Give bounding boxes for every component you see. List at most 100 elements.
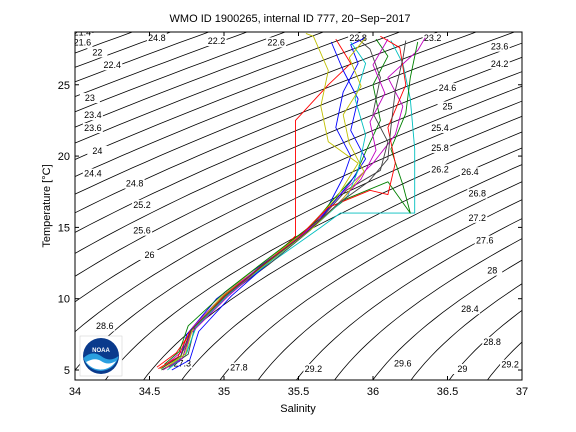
contour-label: 23.6 — [491, 42, 509, 52]
contour-label-bg — [422, 33, 443, 44]
contour-label-bg — [467, 188, 488, 199]
density-contour-24.6 — [75, 32, 287, 113]
noaa-logo-text: NOAA — [92, 348, 110, 354]
contour-label-bg — [489, 41, 510, 52]
contour-label: 27.3 — [174, 358, 192, 368]
contour-label: 24 — [92, 146, 102, 156]
contour-label-bg — [228, 362, 249, 373]
contour-label: 22.8 — [349, 33, 367, 43]
contour-label: 28 — [487, 266, 497, 276]
x-axis: 34 34.5 35 35.5 36 36.5 37 — [69, 32, 528, 398]
x-tick-label: 36.5 — [437, 386, 458, 398]
contour-label: 23.6 — [84, 123, 102, 133]
contour-label: 22.6 — [267, 37, 285, 47]
profile-line-5 — [164, 37, 426, 367]
contour-label-bg — [392, 358, 413, 369]
contour-label: 28.8 — [483, 337, 501, 347]
density-contour-27 — [75, 115, 522, 371]
contour-label-bg — [348, 33, 369, 44]
density-contours — [75, 32, 522, 380]
y-axis-label: Temperature [°C] — [41, 164, 53, 247]
contour-label-bg — [82, 122, 103, 133]
density-contour-25.8 — [75, 32, 516, 214]
density-contour-26.4 — [75, 71, 522, 277]
contour-label-bg — [82, 168, 103, 179]
contour-label: 29.6 — [394, 358, 412, 368]
noaa-logo: NOAA — [79, 335, 123, 377]
contour-label: 29.2 — [501, 360, 519, 370]
contour-label-bg — [75, 32, 93, 38]
x-tick-label: 34 — [69, 386, 81, 398]
contour-label: 24.2 — [491, 59, 509, 69]
noaa-logo-wave-2 — [86, 359, 116, 370]
contour-label-bg — [79, 93, 100, 104]
density-contour-29 — [448, 309, 522, 380]
density-contour-28.2 — [295, 218, 522, 380]
contour-label-bg — [206, 35, 227, 46]
density-contour-24.8 — [75, 32, 325, 128]
density-contour-25.2 — [75, 32, 401, 160]
density-contour-27.2 — [104, 131, 522, 380]
density-contour-26.2 — [75, 56, 522, 254]
contour-label: 25 — [442, 102, 452, 112]
density-contour-25 — [75, 32, 363, 144]
contour-label-bg — [430, 164, 451, 175]
contour-label-bg — [467, 212, 488, 223]
contour-label-bg — [87, 47, 108, 58]
contour-label-bg — [482, 336, 503, 347]
contour-label-bg — [482, 265, 503, 276]
contour-label-bg — [87, 145, 108, 156]
contour-label: 28.6 — [96, 321, 114, 331]
contour-label-bg — [500, 359, 521, 370]
contour-label-bg — [459, 167, 480, 178]
contour-label-bg — [102, 60, 123, 71]
contour-label: 24.8 — [148, 33, 166, 43]
y-axis: 5 10 15 20 25 — [58, 80, 522, 377]
contour-label-bg — [124, 178, 145, 189]
x-tick-label: 35 — [218, 386, 230, 398]
profile-line-9 — [164, 41, 419, 365]
contour-label-bg — [303, 364, 324, 375]
contour-label-bg — [474, 235, 495, 246]
contour-label-bg — [132, 225, 153, 236]
density-contour-28.6 — [372, 259, 522, 380]
density-contour-28 — [257, 199, 522, 380]
contour-label-bg — [132, 200, 153, 210]
contour-label: 25.8 — [431, 143, 449, 153]
contour-label: 27.2 — [469, 213, 487, 223]
profile-line-7 — [168, 38, 389, 368]
density-contour-25.6 — [75, 32, 478, 195]
contour-label: 24.8 — [126, 179, 144, 189]
contour-label-bg — [139, 249, 160, 260]
density-contour-27.8 — [219, 181, 522, 380]
contour-label: 26.4 — [461, 167, 479, 177]
contour-label: 25.6 — [133, 226, 151, 236]
contour-label: 24.4 — [84, 169, 102, 179]
contour-label-bg — [94, 321, 115, 332]
contour-label: 21.6 — [74, 37, 92, 47]
contour-label: 25.4 — [431, 123, 449, 133]
density-contour-27.6 — [181, 164, 522, 380]
contour-label-bg — [430, 142, 451, 153]
chart-title: WMO ID 1900265, internal ID 777, 20−Sep−… — [170, 13, 411, 25]
density-contour-26.6 — [75, 85, 522, 303]
contour-label: 26.2 — [431, 164, 449, 174]
contour-label-bg — [452, 364, 473, 375]
density-contour-28.4 — [334, 238, 522, 380]
contour-label-bg — [437, 83, 458, 94]
contour-label: 27.6 — [476, 236, 494, 246]
density-contour-26 — [75, 42, 522, 233]
contour-label: 29 — [457, 364, 467, 374]
x-tick-label: 34.5 — [139, 386, 160, 398]
density-contour-24.2 — [75, 32, 210, 83]
x-tick-label: 35.5 — [288, 386, 309, 398]
y-tick-label: 25 — [58, 80, 70, 92]
contour-label: 22.2 — [208, 36, 226, 46]
contour-label: 22.4 — [103, 60, 121, 70]
contour-label: 28.4 — [461, 304, 479, 314]
contour-label: 24.6 — [439, 83, 457, 93]
contour-label-bg — [430, 122, 451, 133]
y-tick-label: 5 — [64, 365, 70, 377]
profile-line-14 — [161, 40, 407, 369]
